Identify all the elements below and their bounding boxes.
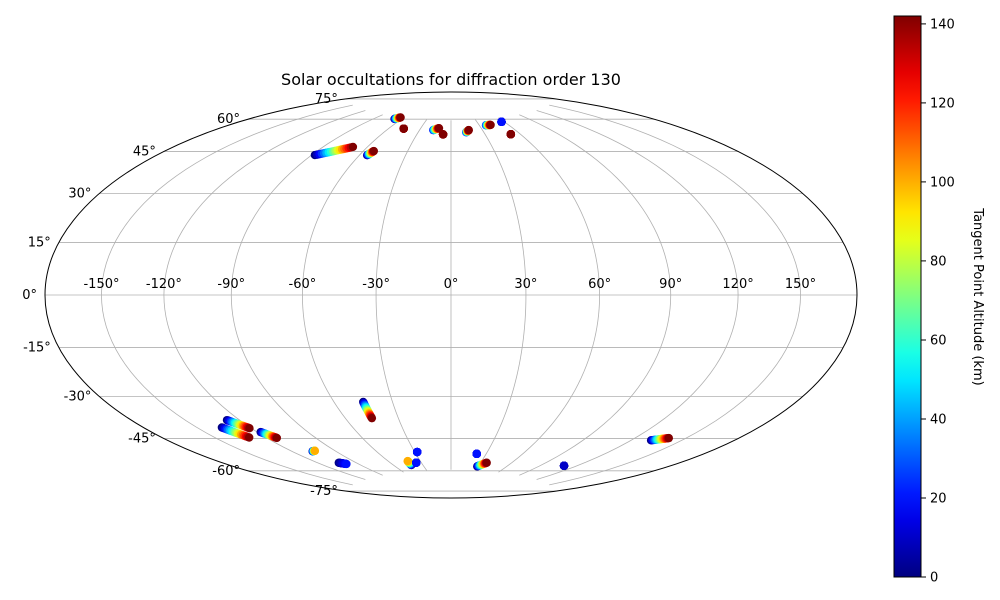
longitude-tick-label: -120° — [146, 277, 182, 292]
data-point — [412, 447, 422, 457]
data-point — [399, 124, 408, 133]
colorbar-label: Tangent Point Altitude (km) — [970, 207, 985, 385]
data-point — [472, 449, 481, 459]
colorbar-tick-label: 100 — [930, 175, 955, 190]
latitude-tick-label: -60° — [212, 464, 240, 479]
latitude-tick-labels: 75° 60° 45° 30° 15° 0° -15° -30° -45° -60° -75° — [22, 92, 338, 499]
data-point — [245, 423, 254, 433]
longitude-tick-label: 90° — [659, 277, 682, 292]
data-point — [464, 125, 473, 135]
colorbar-ticks: 0 20 40 60 80 100 120 140 — [921, 17, 955, 586]
chart-title: Solar occultations for diffraction order… — [281, 70, 621, 89]
latitude-tick-label: 45° — [133, 145, 156, 160]
longitude-tick-label: -30° — [362, 277, 390, 292]
latitude-tick-label: 60° — [217, 112, 240, 127]
graticule-grid — [45, 98, 857, 492]
latitude-tick-label: -75° — [310, 484, 338, 499]
data-point — [434, 123, 444, 133]
colorbar-tick-label: 60 — [930, 334, 947, 349]
latitude-tick-label: -30° — [64, 390, 92, 405]
latitude-tick-label: 30° — [68, 187, 91, 202]
data-point — [506, 130, 516, 139]
data-point — [369, 146, 379, 156]
colorbar-gradient — [893, 15, 922, 578]
data-point — [403, 456, 412, 466]
data-point — [367, 413, 377, 423]
colorbar: 0 20 40 60 80 100 120 140 Tangent Point Altitud… — [893, 15, 985, 586]
colorbar-tick-label: 0 — [930, 571, 938, 586]
latitude-tick-label: 0° — [22, 288, 37, 303]
longitude-tick-label: 150° — [785, 277, 816, 292]
data-point — [438, 130, 448, 139]
colorbar-tick-label: 40 — [930, 413, 947, 428]
colorbar-tick-label: 120 — [930, 96, 955, 111]
data-point — [348, 142, 358, 152]
map-boundary — [44, 91, 858, 499]
data-point — [497, 117, 506, 127]
longitude-tick-labels: -150° -120° -90° -60° -30° 0° 30° 60° 90° 120° 150… — [83, 277, 816, 292]
longitude-tick-label: -150° — [83, 277, 119, 292]
map-axes: -150° -120° -90° -60° -30° 0° 30° 60° 90° 120° 150… — [22, 91, 858, 499]
data-point — [310, 446, 320, 456]
data-point — [245, 433, 254, 442]
longitude-tick-label: -90° — [217, 277, 245, 292]
data-point — [664, 433, 673, 443]
latitude-tick-label: -45° — [128, 432, 156, 447]
longitude-tick-label: 60° — [588, 277, 611, 292]
data-point — [486, 120, 495, 130]
data-point — [272, 433, 282, 443]
longitude-tick-label: -60° — [289, 277, 317, 292]
colorbar-tick-label: 140 — [930, 17, 955, 32]
data-point — [396, 113, 405, 122]
colorbar-tick-label: 20 — [930, 492, 947, 507]
data-point — [342, 459, 351, 469]
latitude-tick-label: 75° — [315, 92, 338, 107]
colorbar-tick-label: 80 — [930, 254, 947, 269]
occultation-points — [217, 113, 673, 471]
longitude-tick-label: 0° — [444, 277, 459, 292]
data-point — [482, 458, 491, 467]
longitude-tick-label: 120° — [722, 277, 753, 292]
longitude-tick-label: 30° — [514, 277, 537, 292]
latitude-tick-label: 15° — [28, 236, 51, 251]
data-point — [559, 461, 569, 470]
latitude-tick-label: -15° — [23, 341, 51, 356]
data-point — [412, 458, 421, 467]
